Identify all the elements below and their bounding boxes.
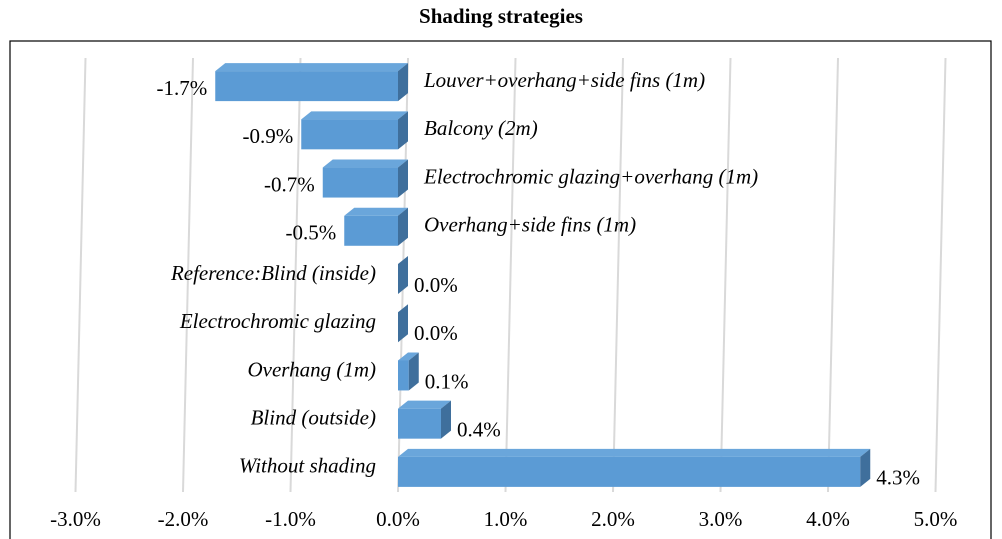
grid-line [289, 57, 302, 493]
bar [398, 456, 861, 487]
grid-line [504, 57, 517, 493]
bar-side [398, 111, 408, 150]
bar [322, 167, 398, 198]
bar [215, 71, 398, 102]
value-label: 0.0% [414, 321, 458, 345]
grid-line [934, 57, 947, 493]
bar [398, 360, 409, 391]
bar-side [398, 63, 408, 102]
bar-top [301, 111, 408, 120]
value-label: 0.1% [425, 369, 469, 393]
value-label: 4.3% [876, 466, 920, 490]
bar [398, 408, 441, 439]
x-tick-label: -2.0% [158, 507, 209, 531]
bar-top [215, 63, 408, 72]
value-label: 0.0% [414, 273, 458, 297]
bar-top [398, 448, 871, 457]
category-label: Reference:Blind (inside) [170, 261, 376, 285]
bar-top [322, 159, 408, 168]
category-label: Electrochromic glazing+overhang (1m) [423, 164, 758, 188]
bar-side [398, 304, 408, 343]
bar-side [408, 352, 419, 391]
category-label: Louver+overhang+side fins (1m) [423, 68, 705, 92]
category-label: Balcony (2m) [424, 116, 538, 140]
category-label: Without shading [239, 454, 376, 478]
bar-side [398, 256, 408, 294]
bar-side [398, 159, 408, 198]
value-label: 0.4% [457, 417, 501, 441]
grid-line [612, 57, 624, 493]
bar-top [344, 207, 408, 216]
category-label: Overhang+side fins (1m) [424, 213, 636, 237]
value-label: -0.5% [286, 221, 337, 245]
chart-frame [9, 40, 992, 539]
grid-line [827, 57, 839, 493]
value-label: -0.7% [264, 172, 315, 196]
chart-title: Shading strategies [419, 4, 583, 28]
x-tick-label: 2.0% [591, 507, 635, 531]
category-label: Blind (outside) [251, 405, 376, 429]
bar-top [398, 400, 451, 409]
x-tick-label: 3.0% [699, 507, 743, 531]
grid-line [719, 57, 732, 493]
x-tick-label: 0.0% [376, 507, 420, 531]
x-tick-label: 1.0% [484, 507, 528, 531]
bar [344, 215, 398, 246]
bar-top [398, 352, 419, 361]
x-tick-label: -3.0% [50, 507, 101, 531]
bar-side [860, 448, 871, 487]
x-tick-label: -1.0% [265, 507, 316, 531]
x-tick-label: 4.0% [806, 507, 850, 531]
category-label: Electrochromic glazing [179, 309, 376, 333]
category-label: Overhang (1m) [247, 357, 376, 381]
grid-line [182, 57, 194, 493]
grid-line [74, 57, 87, 493]
value-label: -0.9% [243, 124, 294, 148]
bar-side [441, 400, 451, 439]
x-tick-label: 5.0% [914, 507, 958, 531]
bar-side [398, 207, 408, 246]
bar [301, 119, 398, 150]
value-label: -1.7% [157, 76, 208, 100]
